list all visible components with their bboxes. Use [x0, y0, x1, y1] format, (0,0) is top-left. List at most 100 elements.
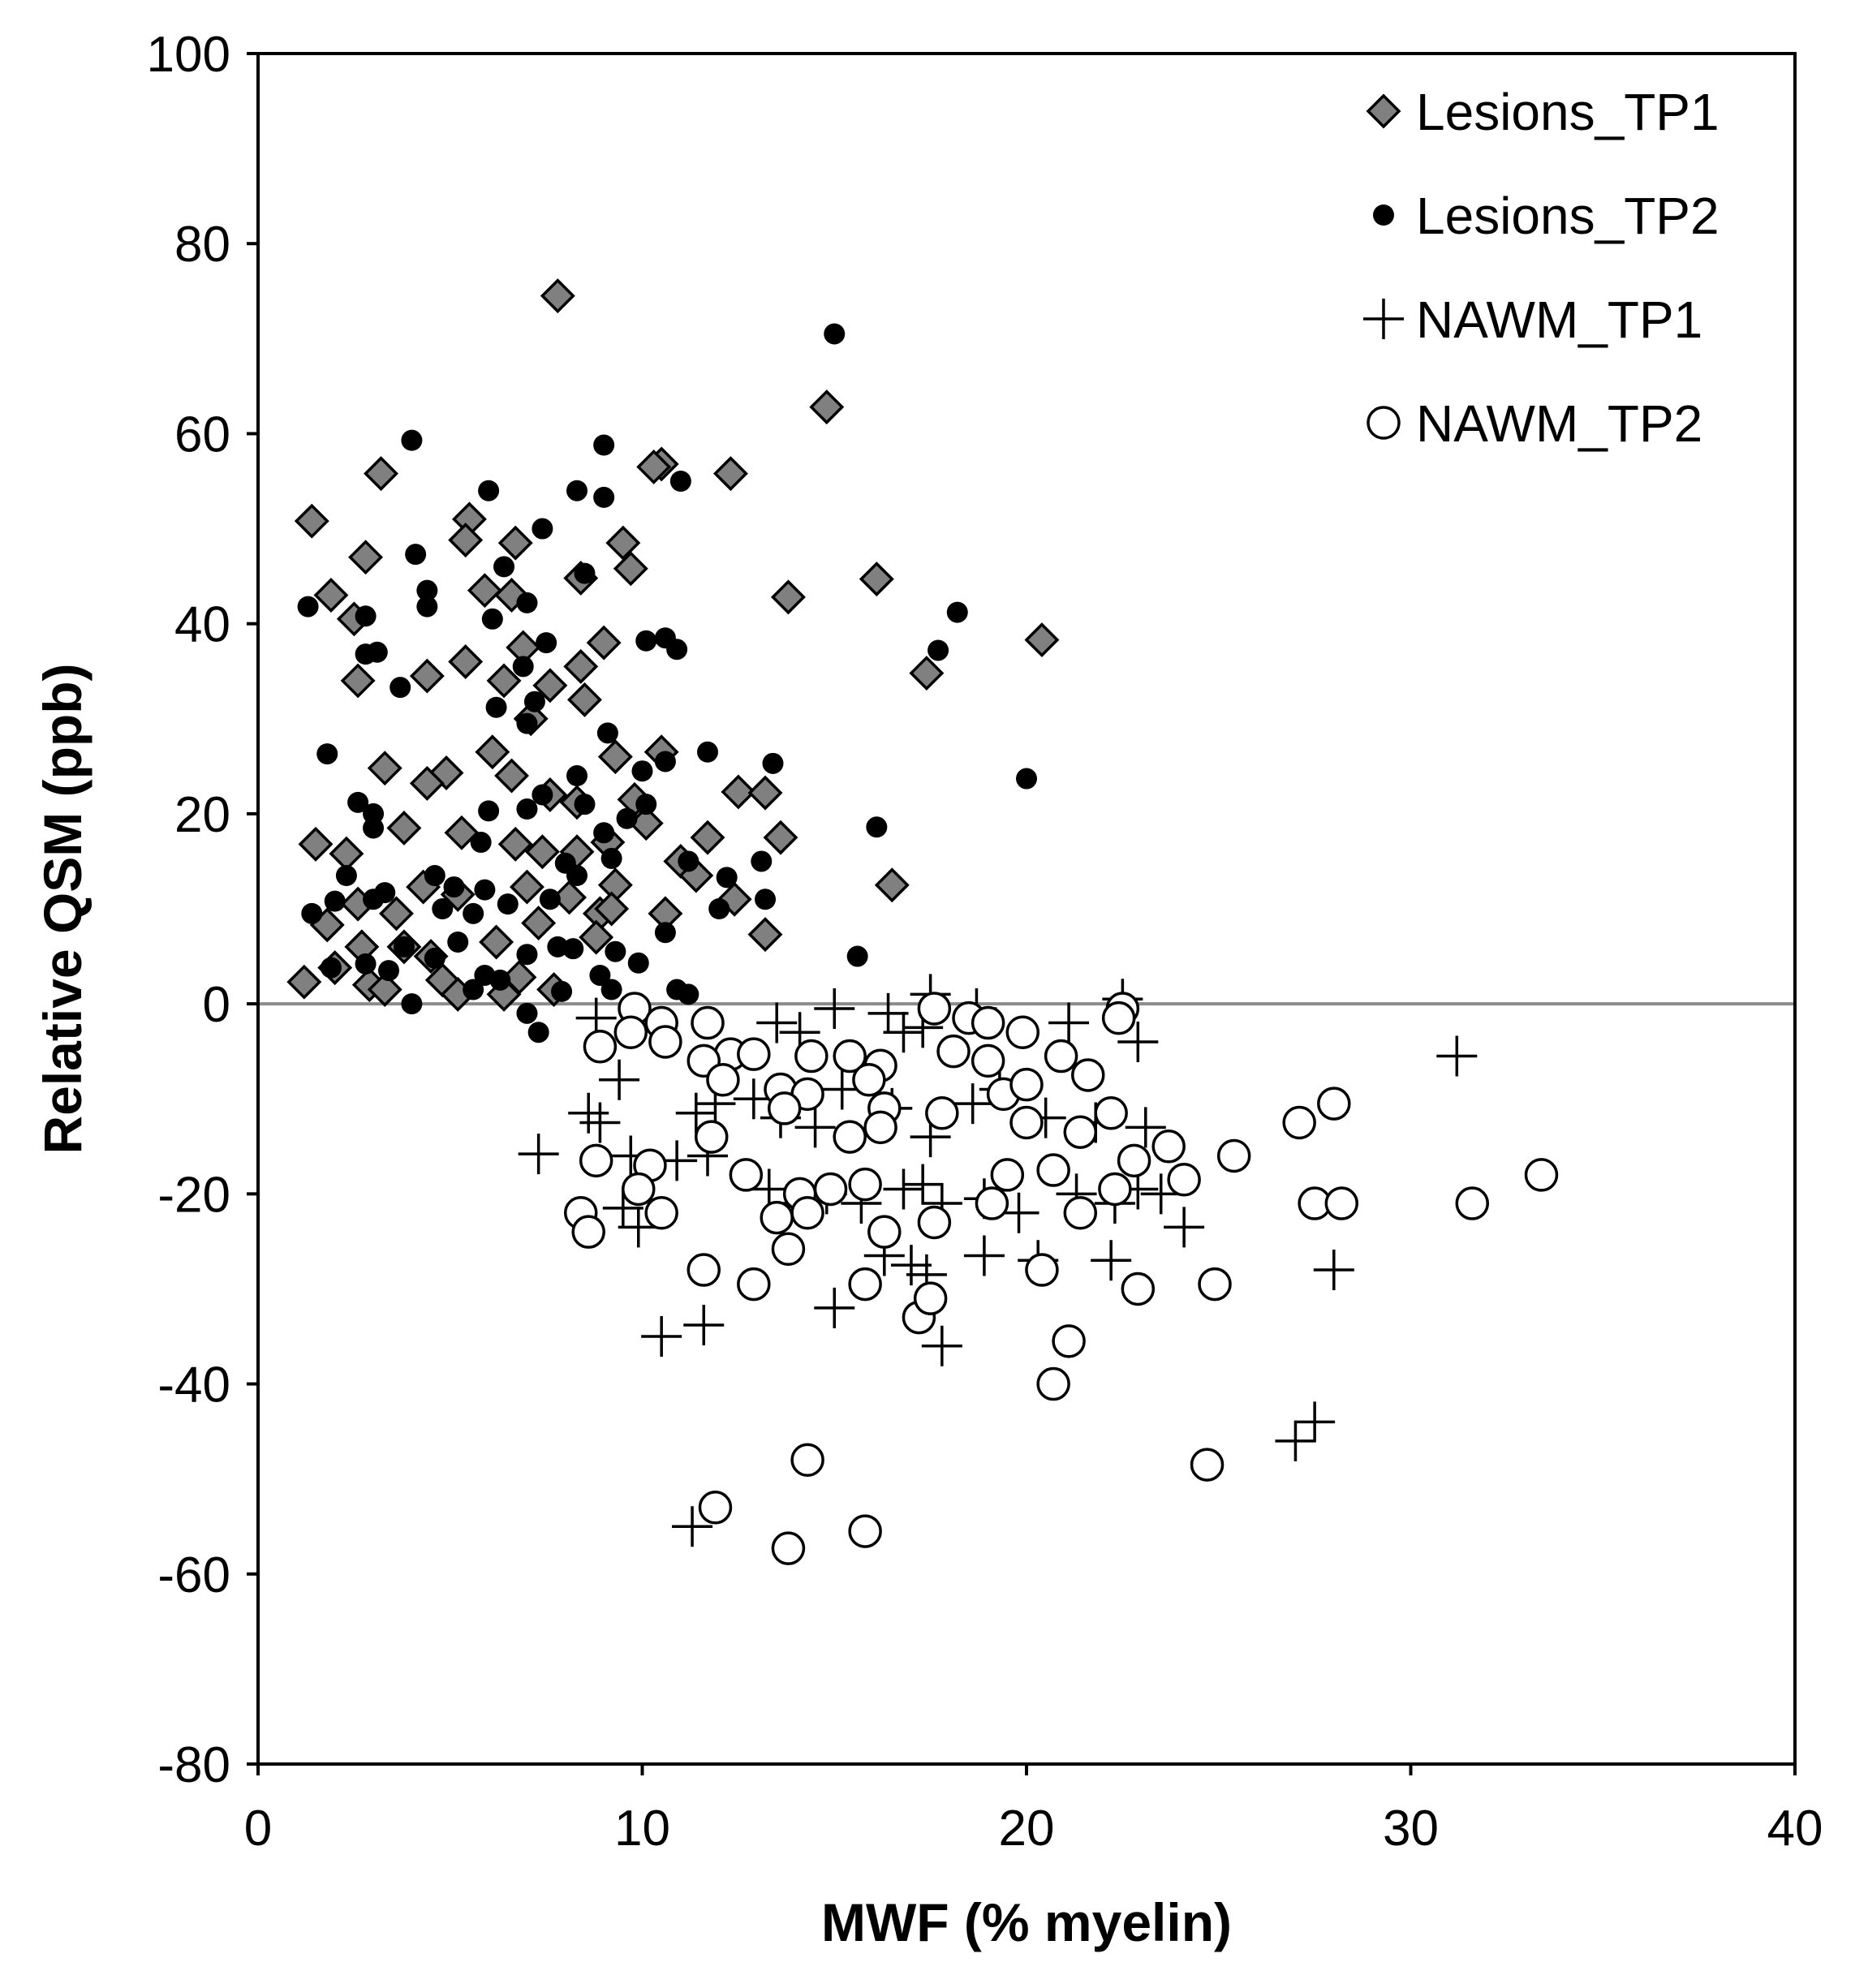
legend-item: NAWM_TP2 — [1367, 394, 1702, 453]
data-point — [586, 625, 622, 661]
data-point — [524, 834, 560, 870]
legend-marker — [1366, 93, 1401, 129]
data-point — [424, 865, 445, 887]
data-point — [1275, 1420, 1316, 1461]
data-point — [566, 865, 588, 887]
data-point — [683, 1304, 725, 1345]
data-point — [751, 850, 773, 872]
data-point — [672, 1506, 713, 1547]
data-point — [641, 1316, 682, 1357]
data-point — [335, 865, 357, 887]
data-point — [1313, 1250, 1354, 1291]
data-point — [532, 784, 553, 806]
legend-marker — [1373, 204, 1394, 226]
data-point — [636, 449, 672, 484]
data-point — [494, 758, 529, 794]
data-point — [539, 889, 561, 910]
data-point — [687, 1253, 721, 1287]
data-point — [1140, 1173, 1181, 1215]
data-point — [990, 1158, 1025, 1192]
data-point — [917, 992, 952, 1026]
data-point — [448, 644, 484, 679]
data-point — [794, 1039, 829, 1074]
data-point — [1167, 1163, 1201, 1197]
data-point — [690, 820, 725, 855]
data-point — [666, 639, 688, 661]
data-point — [902, 1164, 944, 1205]
data-point — [1455, 1186, 1490, 1220]
data-point — [1117, 1143, 1151, 1178]
data-point — [1048, 1002, 1090, 1043]
data-point — [532, 668, 568, 704]
data-point — [824, 323, 846, 345]
legend-marker — [1367, 406, 1401, 440]
y-tick-label: -80 — [157, 1737, 230, 1793]
data-point — [814, 1287, 855, 1328]
data-point — [340, 663, 376, 699]
data-point — [1317, 1087, 1351, 1121]
data-point — [1294, 1401, 1336, 1443]
data-point — [444, 815, 480, 850]
data-point — [540, 278, 575, 314]
data-point — [567, 682, 602, 717]
legend-label: Lesions_TP2 — [1416, 187, 1720, 245]
data-point — [755, 889, 777, 910]
y-axis-title: Relative QSM (ppb) — [32, 663, 93, 1154]
data-point — [1063, 1115, 1098, 1149]
data-point — [729, 1158, 764, 1192]
data-point — [1091, 1240, 1132, 1281]
data-point — [1063, 1196, 1098, 1230]
data-point — [424, 947, 445, 969]
data-point — [348, 540, 384, 575]
data-point — [1036, 1153, 1070, 1187]
data-point — [635, 630, 657, 652]
legend-item: Lesions_TP1 — [1366, 83, 1720, 141]
data-point — [320, 957, 342, 979]
y-tick-label: 80 — [174, 217, 230, 273]
data-point — [716, 867, 738, 889]
data-point — [833, 1120, 867, 1154]
data-point — [297, 596, 319, 617]
data-point — [501, 959, 537, 995]
data-point — [486, 663, 522, 699]
data-point — [747, 775, 783, 811]
data-point — [1044, 1039, 1078, 1074]
data-point — [867, 992, 909, 1034]
data-point — [1024, 622, 1060, 658]
data-point — [518, 1134, 559, 1175]
data-point — [936, 1034, 971, 1069]
data-point — [571, 1215, 605, 1249]
data-point — [605, 525, 641, 561]
data-point — [579, 919, 614, 955]
data-point — [367, 751, 402, 786]
data-point — [1436, 1035, 1478, 1077]
x-tick-label: 20 — [999, 1801, 1055, 1857]
y-tick-label: 100 — [147, 27, 230, 83]
data-point — [622, 1172, 656, 1207]
data-point — [921, 1325, 962, 1366]
data-point — [594, 891, 630, 927]
data-point — [648, 1025, 682, 1059]
data-point — [416, 579, 438, 601]
data-point — [678, 850, 699, 872]
data-point — [409, 765, 445, 801]
data-point — [432, 898, 454, 919]
data-point — [463, 979, 484, 1000]
data-point — [479, 924, 514, 960]
data-point — [1198, 1267, 1232, 1302]
data-point — [536, 632, 557, 654]
data-point — [790, 1443, 824, 1477]
data-point — [324, 890, 346, 912]
data-point — [481, 608, 503, 630]
data-point — [405, 544, 427, 566]
data-point — [1151, 1130, 1186, 1164]
data-point — [975, 1186, 1009, 1220]
data-point — [771, 1531, 806, 1565]
data-point — [355, 953, 377, 975]
data-point — [605, 940, 626, 962]
data-point — [971, 1043, 1005, 1078]
data-point — [579, 1143, 613, 1178]
data-point — [1101, 1000, 1136, 1035]
legend-label: Lesions_TP1 — [1416, 83, 1720, 141]
data-point — [521, 906, 557, 941]
